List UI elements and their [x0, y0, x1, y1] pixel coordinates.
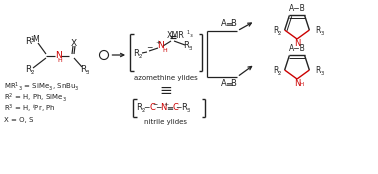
Text: ₃M: ₃M	[30, 35, 40, 45]
Text: MR$^1$$_3$ = SiMe$_3$, SnBu$_3$: MR$^1$$_3$ = SiMe$_3$, SnBu$_3$	[4, 81, 79, 93]
Text: 2: 2	[30, 69, 34, 74]
Text: ≡: ≡	[160, 84, 172, 98]
Text: R$^2$ = H, Ph, SiMe$_3$: R$^2$ = H, Ph, SiMe$_3$	[4, 92, 67, 104]
Text: R: R	[273, 66, 278, 74]
Text: 2: 2	[141, 109, 145, 113]
Text: 3: 3	[321, 70, 324, 76]
Text: A−B: A−B	[289, 4, 305, 13]
Text: R: R	[273, 26, 278, 34]
Text: ₃: ₃	[190, 32, 192, 38]
Text: 2: 2	[278, 30, 281, 35]
Text: X: X	[71, 38, 77, 48]
Text: nitrile ylides: nitrile ylides	[144, 119, 187, 125]
Text: N: N	[160, 104, 166, 113]
Text: 2: 2	[278, 70, 281, 76]
Text: R: R	[133, 49, 139, 57]
Text: XMR: XMR	[167, 31, 185, 41]
Text: −: −	[143, 104, 150, 113]
Text: X = O, S: X = O, S	[4, 117, 33, 123]
Text: R: R	[183, 42, 189, 50]
Text: H: H	[300, 81, 304, 86]
Text: H: H	[163, 49, 167, 53]
Text: R$^3$ = H, $^i$Pr, Ph: R$^3$ = H, $^i$Pr, Ph	[4, 103, 56, 115]
Text: C: C	[149, 104, 155, 113]
Text: −: −	[155, 104, 161, 113]
Text: +: +	[155, 39, 161, 45]
Text: −: −	[146, 44, 152, 53]
Text: 1: 1	[30, 35, 34, 41]
Text: C: C	[172, 104, 178, 113]
Text: R: R	[181, 104, 187, 113]
Text: 2: 2	[138, 53, 142, 58]
Text: 1: 1	[186, 30, 189, 35]
Text: B: B	[230, 19, 236, 29]
Text: 3: 3	[188, 46, 192, 52]
Text: N: N	[158, 42, 164, 50]
Text: A: A	[221, 80, 227, 89]
Text: R: R	[316, 66, 321, 74]
Text: R: R	[25, 37, 31, 45]
Text: R: R	[25, 65, 31, 73]
Text: R: R	[80, 65, 86, 73]
Text: azomethine ylides: azomethine ylides	[134, 75, 198, 81]
Text: 3: 3	[321, 30, 324, 35]
Text: N: N	[294, 80, 300, 89]
Text: ≡: ≡	[225, 19, 232, 29]
Text: ≡: ≡	[166, 104, 174, 113]
Text: N: N	[294, 39, 300, 49]
Text: R: R	[316, 26, 321, 34]
Text: R: R	[136, 104, 142, 113]
Text: N: N	[55, 50, 61, 60]
Text: B: B	[230, 80, 236, 89]
Text: −: −	[175, 104, 182, 113]
Text: ≡: ≡	[225, 80, 232, 89]
Text: A: A	[221, 19, 227, 29]
Text: +: +	[163, 101, 169, 106]
Text: 3: 3	[186, 109, 190, 113]
Text: H: H	[57, 58, 62, 64]
Text: 3: 3	[85, 69, 89, 74]
Text: A−B: A−B	[289, 44, 305, 53]
Text: −: −	[152, 101, 158, 106]
